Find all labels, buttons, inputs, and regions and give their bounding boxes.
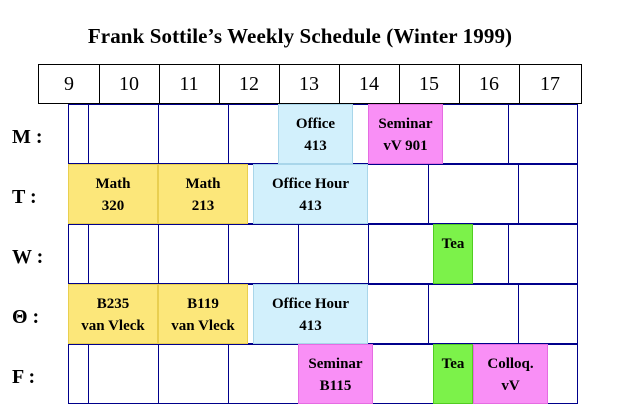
hour-10: 10	[99, 65, 160, 103]
event-monday-office[interactable]: Office 413	[278, 104, 353, 164]
event-friday-seminar[interactable]: Seminar B115	[298, 344, 373, 404]
hour-16: 16	[459, 65, 520, 103]
wednesday-row	[68, 224, 578, 284]
event-wednesday-tea[interactable]: Tea	[433, 224, 473, 284]
event-line: Math	[95, 176, 131, 192]
hour-15: 15	[399, 65, 460, 103]
grid-line	[228, 344, 229, 404]
event-line: Tea	[441, 356, 465, 372]
grid-line	[518, 284, 519, 344]
grid-line	[228, 104, 229, 164]
event-line: Seminar	[308, 356, 363, 372]
event-line: 413	[299, 318, 322, 334]
event-line: 413	[299, 198, 322, 214]
hours-header: 9 10 11 12 13 14 15 16 17	[38, 64, 582, 104]
event-line: Math	[185, 176, 221, 192]
grid-line	[428, 284, 429, 344]
event-line: vV 901	[383, 138, 428, 154]
grid-line	[508, 104, 509, 164]
day-label-friday: F :	[12, 366, 36, 388]
grid-line	[228, 224, 229, 284]
day-label-monday: M :	[12, 126, 43, 148]
event-line: 413	[304, 138, 327, 154]
hour-9: 9	[39, 65, 100, 103]
grid-line	[158, 224, 159, 284]
hour-12: 12	[219, 65, 280, 103]
event-line: vV	[501, 378, 520, 394]
event-tuesday-office-hour[interactable]: Office Hour 413	[253, 164, 368, 224]
grid-line	[158, 104, 159, 164]
event-friday-colloquium[interactable]: Colloq. vV	[473, 344, 548, 404]
grid-line	[88, 344, 89, 404]
day-label-thursday: Θ :	[12, 306, 40, 328]
event-line: van Vleck	[171, 318, 235, 334]
hour-17: 17	[540, 72, 560, 95]
event-line: Office Hour	[271, 176, 350, 192]
event-line: Seminar	[378, 116, 433, 132]
grid-line	[158, 344, 159, 404]
day-label-tuesday: T :	[12, 186, 37, 208]
hour-13: 13	[279, 65, 340, 103]
event-line: B115	[319, 378, 352, 394]
grid-line	[88, 104, 89, 164]
event-thursday-office-hour[interactable]: Office Hour 413	[253, 284, 368, 344]
event-tuesday-math-320[interactable]: Math 320	[68, 164, 158, 224]
grid-line	[298, 224, 299, 284]
event-thursday-b235[interactable]: B235 van Vleck	[68, 284, 158, 344]
event-friday-tea[interactable]: Tea	[433, 344, 473, 404]
event-line: B119	[187, 296, 219, 312]
hour-11: 11	[159, 65, 220, 103]
hour-14: 14	[339, 65, 400, 103]
event-line: Colloq.	[487, 356, 534, 372]
event-line: Tea	[441, 236, 465, 252]
event-line: van Vleck	[81, 318, 145, 334]
event-thursday-b119[interactable]: B119 van Vleck	[158, 284, 248, 344]
day-label-wednesday: W :	[12, 246, 44, 268]
event-line: Office	[295, 116, 336, 132]
grid-line	[508, 224, 509, 284]
event-line: 213	[191, 198, 215, 214]
event-line: 320	[101, 198, 125, 214]
event-line: B235	[96, 296, 130, 312]
event-line: Office Hour	[271, 296, 350, 312]
event-tuesday-math-213[interactable]: Math 213	[158, 164, 248, 224]
grid-line	[368, 224, 369, 284]
event-monday-seminar[interactable]: Seminar vV 901	[368, 104, 443, 164]
grid-line	[518, 164, 519, 224]
grid-line	[88, 224, 89, 284]
grid-line	[428, 164, 429, 224]
schedule-title: Frank Sottile’s Weekly Schedule (Winter …	[87, 24, 513, 48]
